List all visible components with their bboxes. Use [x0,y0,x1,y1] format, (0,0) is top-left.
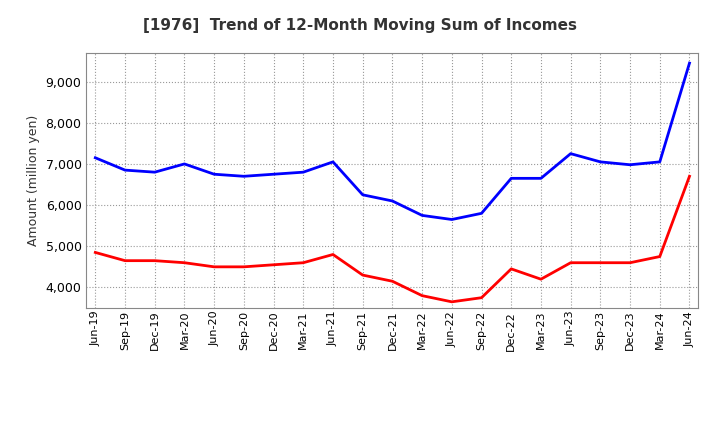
Ordinary Income [596,159,605,165]
Ordinary Income [507,176,516,181]
Ordinary Income [388,198,397,204]
Net Income [91,250,99,255]
Net Income [536,277,545,282]
Net Income [596,260,605,265]
Net Income [685,174,694,179]
Net Income [359,272,367,278]
Net Income [328,252,337,257]
Ordinary Income [567,151,575,156]
Net Income [388,279,397,284]
Net Income [418,293,426,298]
Ordinary Income [269,172,278,177]
Ordinary Income [685,60,694,66]
Ordinary Income [655,159,664,165]
Net Income [299,260,307,265]
Net Income [626,260,634,265]
Ordinary Income [328,159,337,165]
Line: Net Income: Net Income [95,176,690,302]
Net Income [210,264,218,269]
Net Income [655,254,664,259]
Ordinary Income [180,161,189,167]
Ordinary Income [477,211,486,216]
Net Income [240,264,248,269]
Net Income [269,262,278,268]
Net Income [477,295,486,301]
Y-axis label: Amount (million yen): Amount (million yen) [27,115,40,246]
Ordinary Income [91,155,99,161]
Line: Ordinary Income: Ordinary Income [95,63,690,220]
Net Income [448,299,456,304]
Ordinary Income [359,192,367,198]
Ordinary Income [418,213,426,218]
Net Income [507,266,516,271]
Ordinary Income [210,172,218,177]
Ordinary Income [121,168,130,173]
Net Income [150,258,159,263]
Net Income [180,260,189,265]
Ordinary Income [150,169,159,175]
Ordinary Income [240,174,248,179]
Ordinary Income [299,169,307,175]
Ordinary Income [536,176,545,181]
Net Income [567,260,575,265]
Text: [1976]  Trend of 12-Month Moving Sum of Incomes: [1976] Trend of 12-Month Moving Sum of I… [143,18,577,33]
Ordinary Income [448,217,456,222]
Ordinary Income [626,162,634,167]
Net Income [121,258,130,263]
